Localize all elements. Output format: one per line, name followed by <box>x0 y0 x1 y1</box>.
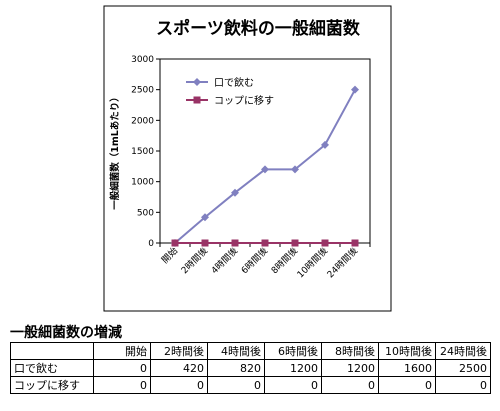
data-point <box>291 165 299 174</box>
data-point <box>321 140 329 149</box>
plot-area <box>159 58 371 244</box>
legend-marker <box>193 78 201 86</box>
column-header: 4時間後 <box>207 342 265 360</box>
y-tick-label: 2500 <box>131 86 154 96</box>
data-point <box>351 239 359 247</box>
row-label: コップに移す <box>10 376 94 394</box>
y-tick-label: 1000 <box>131 178 154 188</box>
table-cell: 0 <box>435 376 491 394</box>
data-table: 開始 2時間後 4時間後 6時間後 8時間後 10時間後 24時間後 口で飲む … <box>10 342 491 394</box>
table-cell: 2500 <box>435 359 491 377</box>
table-cell: 0 <box>321 376 379 394</box>
table-cell: 0 <box>93 376 151 394</box>
data-point <box>261 239 269 247</box>
data-point <box>231 188 239 197</box>
series-layer <box>171 85 359 247</box>
table-header-row: 開始 2時間後 4時間後 6時間後 8時間後 10時間後 24時間後 <box>10 342 491 360</box>
table-cell: 0 <box>93 359 151 377</box>
table-row: コップに移す 0 0 0 0 0 0 0 <box>10 376 491 394</box>
table-cell: 1600 <box>378 359 436 377</box>
table-cell: 820 <box>207 359 265 377</box>
table-corner-cell <box>10 342 94 360</box>
y-tick-label: 500 <box>137 208 154 218</box>
data-point <box>231 239 239 247</box>
legend-marker <box>193 96 201 104</box>
y-tick-label: 1500 <box>131 147 154 157</box>
table-cell: 0 <box>150 376 208 394</box>
data-point <box>201 213 209 222</box>
data-point <box>321 239 329 247</box>
legend-label: コップに移す <box>214 94 274 107</box>
table-cell: 1200 <box>321 359 379 377</box>
column-header: 24時間後 <box>435 342 491 360</box>
column-header: 8時間後 <box>321 342 379 360</box>
y-axis-label: 一般細菌数（1mLあたり） <box>109 92 121 210</box>
y-tick-label: 3000 <box>131 55 154 65</box>
column-header: 10時間後 <box>378 342 436 360</box>
column-header: 6時間後 <box>264 342 322 360</box>
y-tick-label: 2000 <box>131 116 154 126</box>
row-label: 口で飲む <box>10 359 94 377</box>
table-cell: 420 <box>150 359 208 377</box>
legend-label: 口で飲む <box>214 76 254 89</box>
table-cell: 1200 <box>264 359 322 377</box>
data-point <box>261 165 269 174</box>
table-cell: 0 <box>207 376 265 394</box>
y-tick-label: 0 <box>148 239 154 249</box>
column-header: 開始 <box>93 342 151 360</box>
table-title: 一般細菌数の増減 <box>10 325 122 341</box>
data-point <box>171 239 179 247</box>
column-header: 2時間後 <box>150 342 208 360</box>
table-cell: 0 <box>378 376 436 394</box>
data-point <box>201 239 209 247</box>
data-point <box>351 85 359 94</box>
chart-title: スポーツ飲料の一般細菌数 <box>156 18 361 39</box>
data-point <box>291 239 299 247</box>
table-row: 口で飲む 0 420 820 1200 1200 1600 2500 <box>10 359 491 377</box>
table-cell: 0 <box>264 376 322 394</box>
